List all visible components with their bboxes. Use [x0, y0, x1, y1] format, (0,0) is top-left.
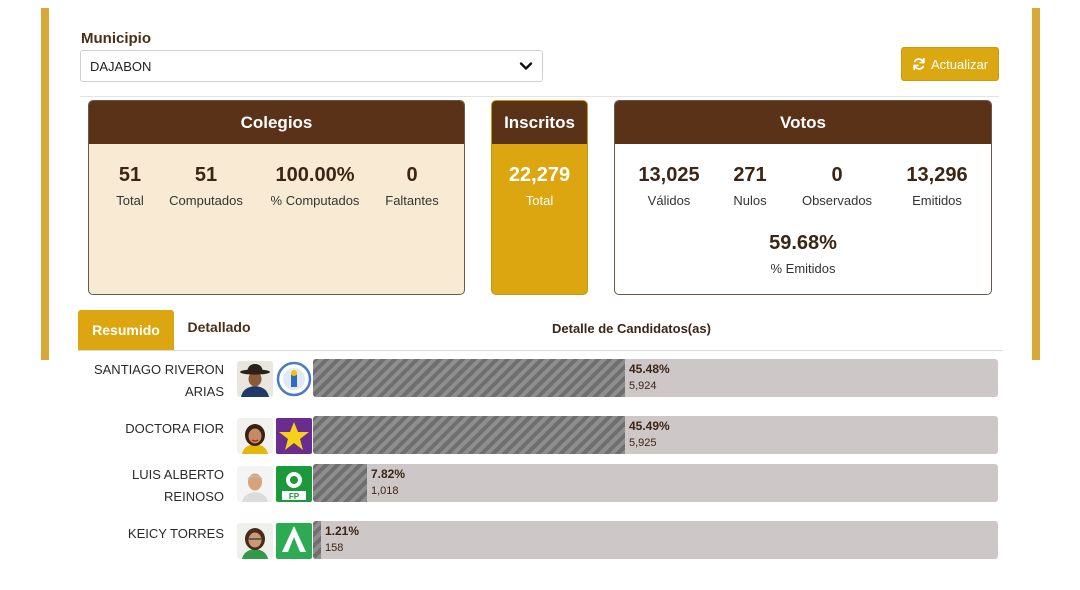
stat-value: 59.68%	[769, 232, 837, 254]
candidate-name-line: KEICY TORRES	[127, 526, 224, 541]
candidate-bar-track: 1.21% 158	[313, 521, 998, 559]
update-button[interactable]: Actualizar	[901, 47, 999, 81]
candidate-name: KEICY TORRES	[44, 523, 224, 545]
colegios-stat-total: 51 Total	[103, 164, 157, 208]
tabs-divider	[78, 350, 1003, 351]
candidate-percent: 1.21%	[325, 524, 360, 538]
votos-stat-pct-emitidos: 59.68% % Emitidos	[753, 232, 853, 276]
candidate-photo-woman-icon	[237, 418, 273, 454]
candidate-photo-man-icon	[237, 466, 273, 502]
candidate-row: DOCTORA FIOR 45.49% 5,925	[80, 416, 1000, 456]
stat-label: Válidos	[647, 193, 691, 208]
votos-stat-observados: 0 Observados	[795, 164, 879, 208]
stat-label: % Computados	[270, 193, 360, 208]
stat-label: Total	[116, 193, 144, 208]
candidate-name: DOCTORA FIOR	[44, 418, 224, 440]
stat-label: Computados	[169, 193, 243, 208]
municipio-selected-value: DAJABON	[90, 58, 152, 74]
candidate-photo-man-hat-icon	[237, 361, 273, 397]
alianza-pais-logo-icon	[276, 523, 312, 559]
candidate-name-line: SANTIAGO RIVERON	[93, 362, 224, 377]
stat-value: 51	[194, 164, 218, 186]
candidate-name: LUIS ALBERTO REINOSO	[44, 464, 224, 508]
stat-value: 13,025	[638, 164, 700, 186]
votos-card-title: Votos	[615, 101, 991, 144]
votos-card: Votos 13,025 Válidos 271 Nulos 0 Observa…	[614, 100, 992, 295]
stat-value: 271	[733, 164, 767, 186]
candidate-bar-fill	[313, 464, 367, 502]
stat-label: Faltantes	[385, 193, 439, 208]
candidates-section-title: Detalle de Candidatos(as)	[552, 321, 711, 336]
votos-stat-validos: 13,025 Válidos	[633, 164, 705, 208]
inscritos-card-title: Inscritos	[492, 101, 587, 144]
refresh-icon	[913, 57, 925, 71]
candidate-percent: 45.49%	[629, 419, 670, 433]
stat-value: 51	[118, 164, 142, 186]
stat-value: 13,296	[906, 164, 968, 186]
candidate-photo-woman-glasses-icon	[237, 523, 273, 559]
stat-value: 100.00%	[275, 164, 355, 186]
candidate-bar-fill	[313, 521, 321, 559]
colegios-card-title: Colegios	[89, 101, 464, 144]
tab-resumido[interactable]: Resumido	[78, 310, 174, 350]
votos-stat-emitidos: 13,296 Emitidos	[899, 164, 975, 208]
header-divider	[80, 96, 999, 97]
inscritos-card: Inscritos 22,279 Total	[491, 100, 588, 295]
candidate-votes: 158	[325, 542, 344, 554]
candidate-row: SANTIAGO RIVERON ARIAS 45.48% 5,924	[80, 359, 1000, 399]
candidate-votes: 5,925	[629, 437, 657, 449]
inscritos-stat-total: 22,279 Total	[492, 164, 587, 208]
pld-party-logo-icon	[276, 361, 312, 397]
prd-star-party-logo-icon	[276, 418, 312, 454]
right-accent-bar	[1032, 8, 1040, 360]
candidate-name-line: DOCTORA FIOR	[125, 421, 224, 436]
votos-stat-nulos: 271 Nulos	[725, 164, 775, 208]
candidate-name-line: LUIS ALBERTO	[131, 467, 224, 482]
stat-label: Total	[525, 193, 554, 208]
left-accent-bar	[41, 8, 49, 360]
candidate-row: KEICY TORRES 1.21% 158	[80, 521, 1000, 561]
candidate-votes: 1,018	[371, 485, 399, 497]
candidate-bar-track: 45.49% 5,925	[313, 416, 998, 454]
stat-value: 0	[406, 164, 418, 186]
colegios-stat-computados: 51 Computados	[163, 164, 249, 208]
stat-label: Nulos	[733, 193, 767, 208]
candidate-row: LUIS ALBERTO REINOSO FP 7.82% 1,018	[80, 464, 1000, 504]
stat-label: Observados	[801, 193, 873, 208]
colegios-stat-faltantes: 0 Faltantes	[379, 164, 445, 208]
candidate-bar-track: 7.82% 1,018	[313, 464, 998, 502]
colegios-card: Colegios 51 Total 51 Computados 100.00% …	[88, 100, 465, 295]
stat-label: Emitidos	[912, 193, 962, 208]
candidate-name: SANTIAGO RIVERON ARIAS	[44, 359, 224, 403]
chevron-down-icon	[519, 62, 533, 70]
municipio-select[interactable]: DAJABON	[80, 50, 543, 82]
update-button-label: Actualizar	[930, 56, 989, 72]
stat-value: 0	[831, 164, 843, 186]
candidate-name-line: ARIAS	[184, 384, 224, 399]
municipio-label: Municipio	[81, 30, 151, 47]
candidate-bar-track: 45.48% 5,924	[313, 359, 998, 397]
candidate-percent: 45.48%	[629, 362, 670, 376]
stat-label: % Emitidos	[770, 261, 836, 276]
tab-detallado[interactable]: Detallado	[187, 319, 251, 335]
candidate-percent: 7.82%	[371, 467, 406, 481]
stat-value: 22,279	[508, 164, 571, 186]
fp-party-logo-icon: FP	[276, 466, 312, 502]
candidate-votes: 5,924	[629, 380, 657, 392]
colegios-stat-pct-computados: 100.00% % Computados	[264, 164, 366, 208]
svg-text:FP: FP	[289, 492, 300, 501]
candidate-bar-fill	[313, 416, 625, 454]
candidate-name-line: REINOSO	[164, 489, 224, 504]
candidate-bar-fill	[313, 359, 625, 397]
